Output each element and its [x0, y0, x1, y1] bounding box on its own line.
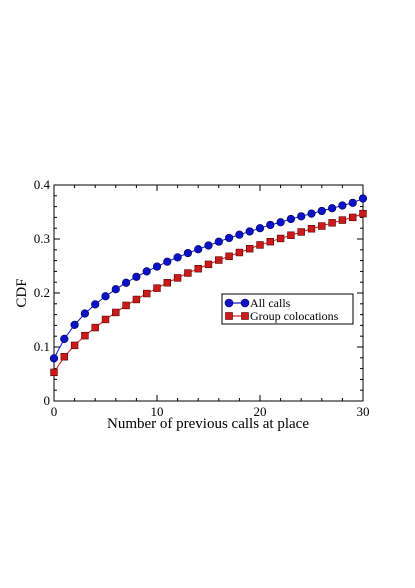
y-tick-label: 0.1 — [34, 339, 50, 354]
x-tick-label: 30 — [357, 404, 370, 419]
y-axis-label: CDF — [14, 278, 30, 307]
data-point-group-colocations — [60, 353, 69, 361]
data-point-group-colocations — [153, 284, 161, 292]
data-point-all-calls — [111, 285, 120, 294]
data-point-all-calls — [91, 300, 100, 309]
data-point-all-calls — [286, 214, 296, 224]
plot-frame — [53, 184, 364, 402]
data-point-all-calls — [80, 309, 89, 318]
data-point-all-calls — [183, 248, 192, 258]
data-point-all-calls — [276, 218, 285, 227]
data-point-group-colocations — [173, 274, 182, 282]
data-point-group-colocations — [70, 341, 79, 350]
data-point-all-calls — [49, 354, 59, 363]
data-point-group-colocations — [307, 225, 316, 233]
data-point-group-colocations — [225, 252, 233, 260]
legend-marker-all-calls — [240, 298, 250, 308]
data-point-group-colocations — [101, 315, 110, 324]
data-point-all-calls — [163, 257, 172, 266]
data-point-group-colocations — [122, 301, 130, 310]
data-point-all-calls — [245, 227, 254, 236]
y-tick-label: 0.3 — [34, 231, 50, 246]
data-point-group-colocations — [328, 219, 336, 227]
series-markers — [49, 194, 368, 377]
data-point-all-calls — [194, 245, 203, 254]
data-point-group-colocations — [338, 216, 347, 224]
x-tick-label: 10 — [151, 404, 164, 419]
data-point-group-colocations — [132, 295, 141, 304]
data-point-group-colocations — [266, 238, 274, 246]
data-point-group-colocations — [194, 264, 202, 273]
legend-marker-group-colocations — [241, 312, 249, 320]
data-point-group-colocations — [359, 209, 367, 218]
data-point-group-colocations — [143, 289, 151, 298]
data-point-all-calls — [317, 206, 326, 216]
legend-label-all-calls: All calls — [250, 296, 291, 310]
series-line-group-colocations — [53, 213, 364, 373]
data-point-all-calls — [235, 230, 244, 239]
data-point-group-colocations — [204, 260, 213, 269]
data-point-group-colocations — [184, 269, 192, 277]
x-tick-label: 20 — [254, 404, 267, 419]
data-point-group-colocations — [348, 213, 357, 222]
data-point-group-colocations — [256, 241, 264, 249]
data-point-all-calls — [214, 237, 223, 246]
legend-marker-group-colocations — [225, 312, 233, 320]
data-point-group-colocations — [276, 234, 285, 243]
data-point-group-colocations — [246, 245, 254, 253]
data-point-group-colocations — [318, 222, 326, 230]
data-point-group-colocations — [81, 331, 89, 340]
series-lines — [53, 198, 364, 373]
data-point-all-calls — [70, 320, 79, 329]
data-point-group-colocations — [287, 231, 295, 239]
data-point-all-calls — [204, 241, 213, 250]
data-point-all-calls — [173, 253, 182, 262]
x-axis-label: Number of previous calls at place — [107, 416, 309, 432]
data-point-all-calls — [358, 194, 368, 203]
data-point-all-calls — [297, 212, 306, 221]
data-point-group-colocations — [297, 228, 305, 236]
y-tick-label: 0.4 — [34, 177, 51, 192]
data-point-all-calls — [132, 272, 141, 281]
data-point-group-colocations — [163, 279, 171, 287]
axis-ticks: 0 10 20 30 0 0.1 0.2 0.3 0.4 — [34, 177, 370, 419]
data-point-group-colocations — [112, 308, 120, 317]
data-point-all-calls — [348, 198, 357, 207]
data-point-all-calls — [255, 224, 265, 233]
data-point-all-calls — [307, 209, 316, 218]
data-point-group-colocations — [215, 256, 223, 264]
legend-label-group-colocations: Group colocations — [250, 309, 339, 323]
y-tick-label: 0.2 — [34, 285, 50, 300]
legend-marker-all-calls — [224, 298, 234, 308]
data-point-all-calls — [60, 334, 69, 344]
data-point-all-calls — [152, 262, 162, 271]
x-tick-label: 0 — [51, 404, 58, 419]
legend: All calls Group colocations — [221, 293, 354, 325]
data-point-all-calls — [101, 292, 110, 301]
data-point-all-calls — [328, 204, 337, 213]
data-point-all-calls — [121, 278, 131, 287]
data-point-all-calls — [266, 220, 275, 230]
data-point-group-colocations — [50, 368, 58, 377]
y-tick-label: 0 — [44, 393, 51, 408]
data-point-all-calls — [142, 267, 151, 276]
data-point-all-calls — [225, 233, 234, 243]
data-point-group-colocations — [91, 323, 99, 332]
series-line-all-calls — [53, 198, 364, 359]
data-point-all-calls — [338, 201, 347, 210]
data-point-group-colocations — [235, 248, 244, 257]
